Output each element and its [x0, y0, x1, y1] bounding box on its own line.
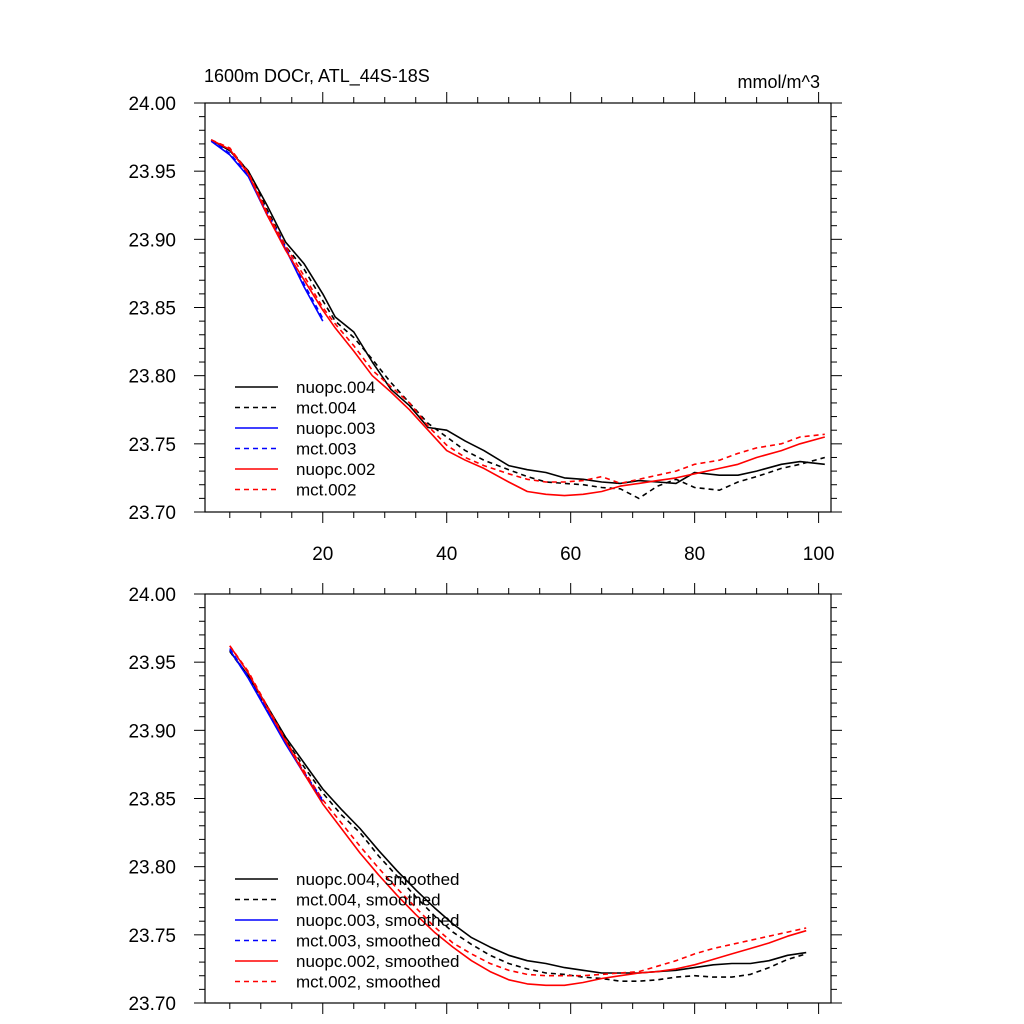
- y-tick-label: 23.75: [128, 926, 176, 947]
- y-tick-label: 23.85: [128, 790, 176, 811]
- series-line: [210, 140, 826, 500]
- legend-label: nuopc.002: [296, 460, 375, 479]
- x-tick-label: 100: [803, 544, 835, 565]
- legend-label: mct.003, smoothed: [296, 932, 441, 951]
- legend-label: nuopc.003: [296, 419, 375, 438]
- series-line: [229, 648, 324, 801]
- y-tick-label: 23.80: [128, 367, 176, 388]
- y-tick-label: 24.00: [128, 585, 176, 606]
- series-line: [229, 645, 807, 977]
- y-tick-label: 23.90: [128, 230, 176, 251]
- series-line: [210, 139, 825, 485]
- top-panel: 20 40 60 80 100 23.70 23.75 23.80 23.85 23.90 23.9…: [128, 92, 842, 565]
- legend-label: mct.003: [296, 440, 356, 459]
- series-line: [229, 650, 807, 983]
- legend-label: mct.002: [296, 481, 356, 500]
- legend-label: nuopc.002, smoothed: [296, 952, 460, 971]
- legend-label: nuopc.004: [296, 378, 375, 397]
- y-tick-label: 23.95: [128, 162, 176, 183]
- legend-label: mct.004: [296, 399, 356, 418]
- series-line: [210, 139, 825, 485]
- x-tick-label: 40: [436, 544, 457, 565]
- y-tick-label: 23.95: [128, 653, 176, 674]
- series-line: [229, 650, 807, 974]
- legend-label: nuopc.003, smoothed: [296, 911, 460, 930]
- y-tick-label: 23.85: [128, 299, 176, 320]
- x-tick-label: 60: [560, 544, 581, 565]
- legend-label: mct.004, smoothed: [296, 891, 441, 910]
- legend-label: nuopc.004, smoothed: [296, 870, 460, 889]
- bottom-panel: 23.70 23.75 23.80 23.85 23.90 23.95 24.00 nuopc…: [128, 583, 842, 1015]
- series-line: [229, 645, 807, 987]
- x-tick-label: 80: [684, 544, 705, 565]
- y-tick-label: 23.70: [128, 503, 176, 524]
- units-label: mmol/m^3: [738, 72, 820, 92]
- y-tick-label: 23.90: [128, 721, 176, 742]
- y-tick-label: 23.70: [128, 994, 176, 1015]
- y-tick-label: 23.75: [128, 435, 176, 456]
- y-tick-label: 24.00: [128, 94, 176, 115]
- series-line: [210, 140, 324, 322]
- x-tick-label: 20: [312, 544, 333, 565]
- legend-label: mct.002, smoothed: [296, 973, 441, 992]
- series-line: [210, 139, 826, 497]
- chart-title: 1600m DOCr, ATL_44S-18S: [204, 66, 430, 87]
- y-tick-label: 23.80: [128, 858, 176, 879]
